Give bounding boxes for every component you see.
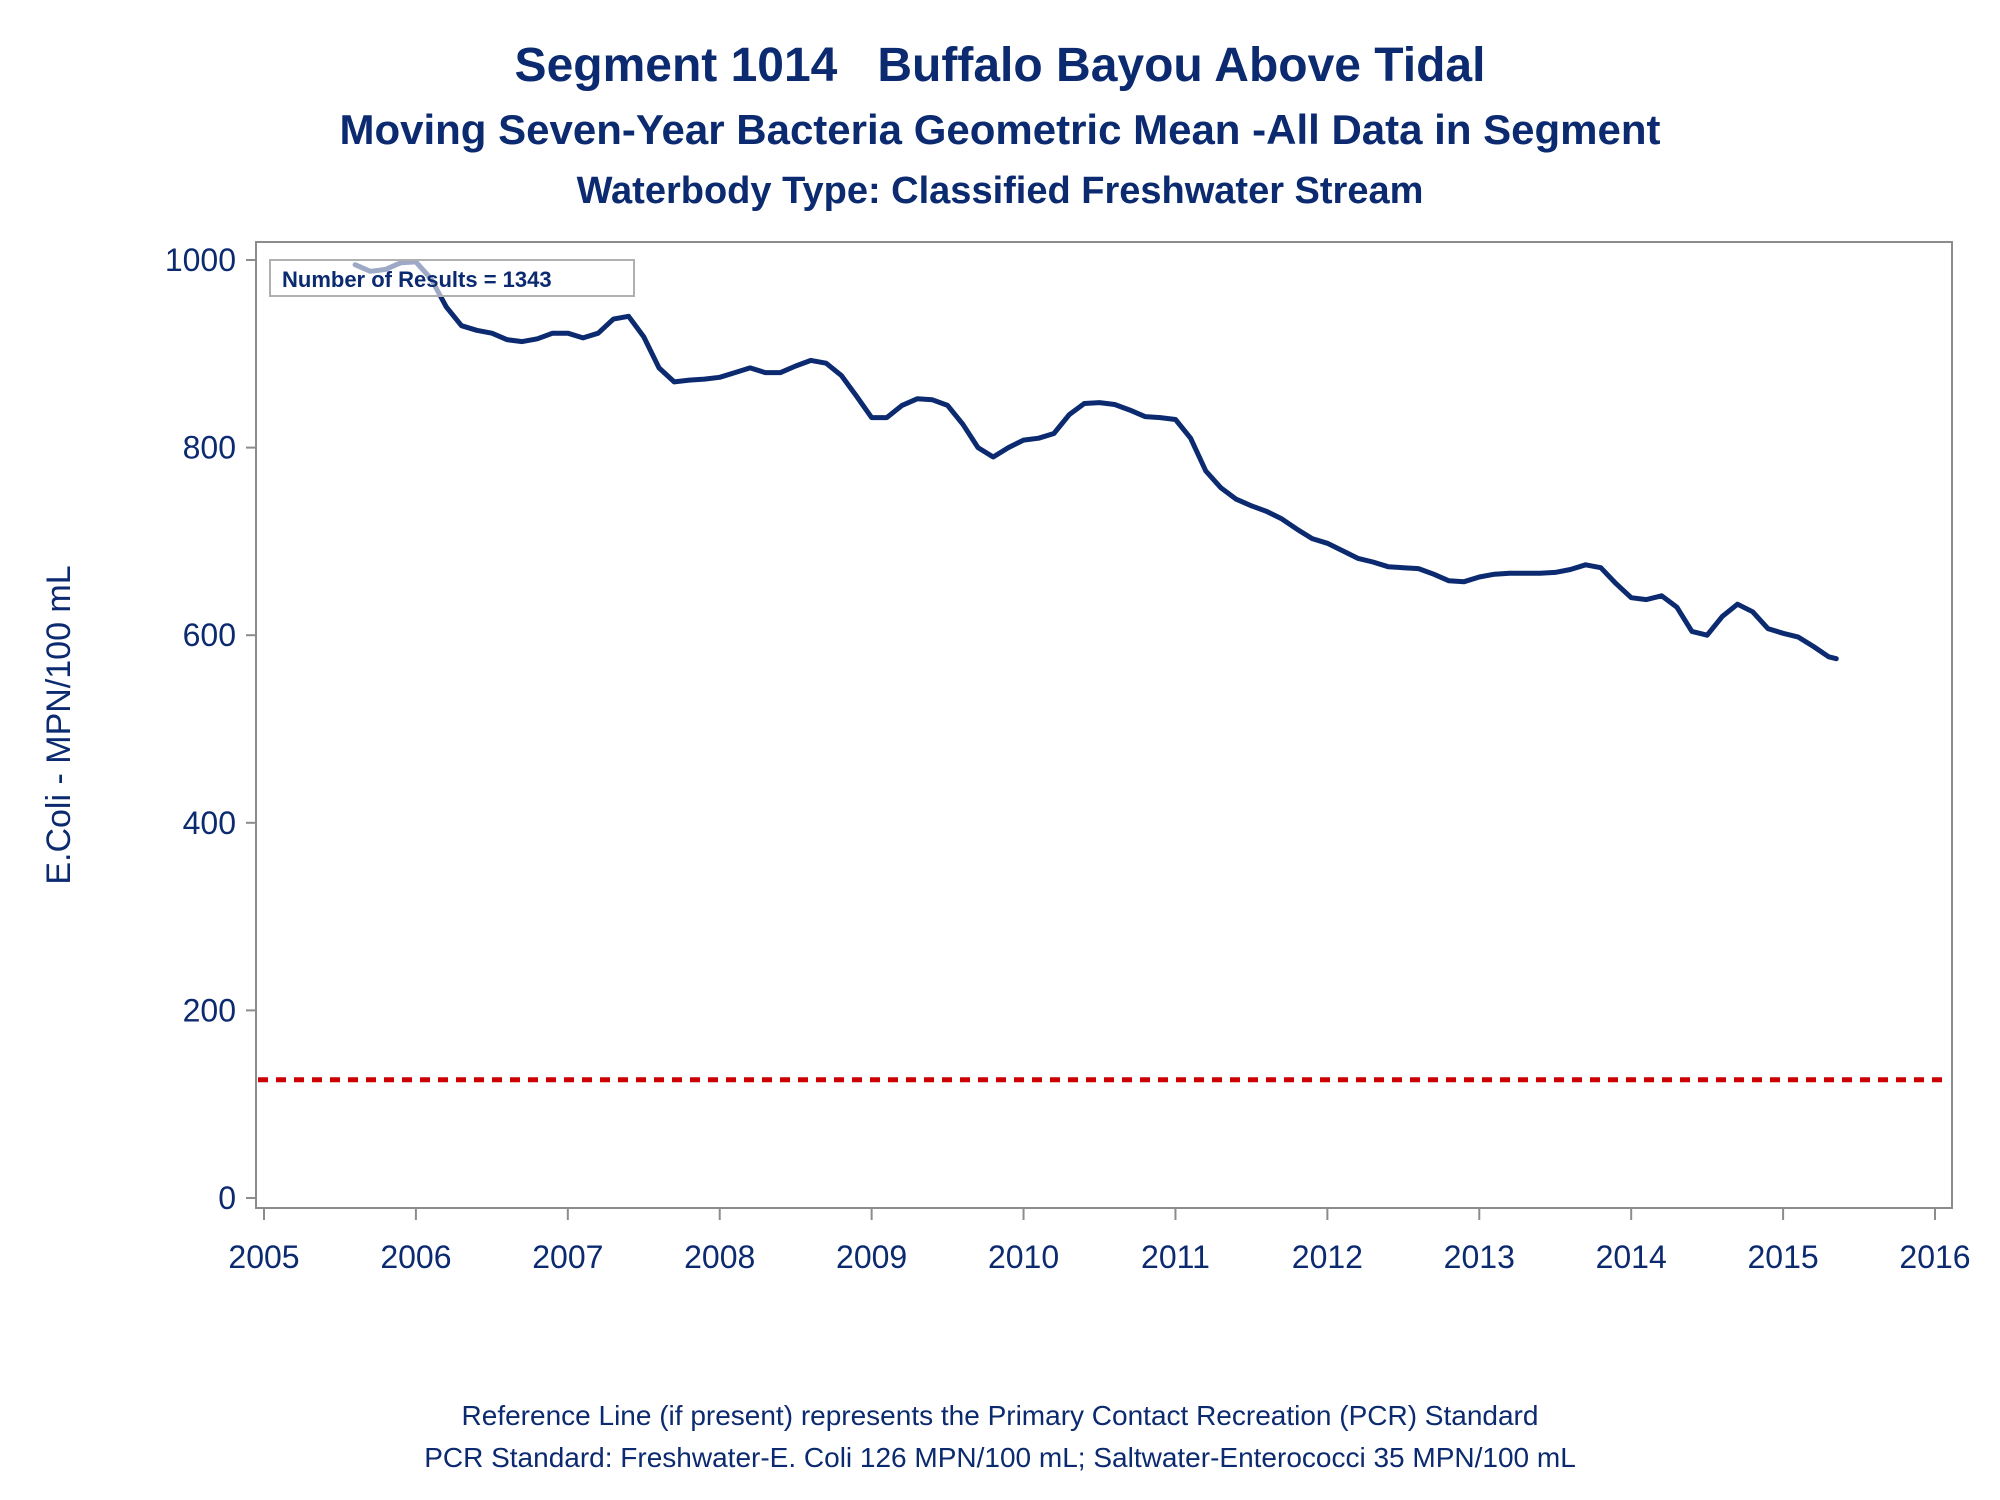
footnote-line-2: PCR Standard: Freshwater-E. Coli 126 MPN… bbox=[424, 1442, 1576, 1473]
y-tick-label: 200 bbox=[183, 992, 236, 1028]
x-tick-label: 2009 bbox=[836, 1239, 907, 1275]
annotation-text: Number of Results = 1343 bbox=[282, 267, 552, 292]
y-tick-label: 600 bbox=[183, 617, 236, 653]
annotation-box: Number of Results = 1343 bbox=[269, 259, 635, 297]
chart-subtitle-2: Waterbody Type: Classified Freshwater St… bbox=[576, 170, 1424, 212]
y-tick-label: 400 bbox=[183, 805, 236, 841]
x-tick-label: 2006 bbox=[380, 1239, 451, 1275]
y-tick-label: 1000 bbox=[165, 242, 236, 278]
x-axis: 2005 2006 2007 2008 2009 2010 2011 2012 2013 2014… bbox=[228, 1208, 1971, 1275]
x-tick-label: 2010 bbox=[988, 1239, 1059, 1275]
x-tick-label: 2012 bbox=[1292, 1239, 1363, 1275]
x-tick-label: 2007 bbox=[532, 1239, 603, 1275]
x-tick-label: 2016 bbox=[1899, 1239, 1970, 1275]
x-tick-label: 2011 bbox=[1141, 1239, 1210, 1275]
annotation-frame bbox=[269, 259, 635, 297]
x-tick-label: 2014 bbox=[1596, 1239, 1667, 1275]
y-axis-label: E.Coli - MPN/100 mL bbox=[40, 565, 78, 884]
x-tick-label: 2008 bbox=[684, 1239, 755, 1275]
chart-subtitle: Moving Seven-Year Bacteria Geometric Mea… bbox=[339, 106, 1661, 153]
x-tick-label: 2013 bbox=[1444, 1239, 1515, 1275]
chart-title: Segment 1014 Buffalo Bayou Above Tidal bbox=[514, 39, 1486, 92]
series-line bbox=[352, 259, 1839, 662]
x-tick-label: 2005 bbox=[228, 1239, 299, 1275]
y-tick-label: 0 bbox=[218, 1180, 236, 1216]
y-tick-label: 800 bbox=[183, 430, 236, 466]
footnote-line-1: Reference Line (if present) represents t… bbox=[461, 1400, 1539, 1431]
y-axis: 0 200 400 600 800 1000 bbox=[165, 242, 256, 1216]
plot-frame bbox=[255, 241, 1953, 1209]
x-tick-label: 2015 bbox=[1747, 1239, 1818, 1275]
